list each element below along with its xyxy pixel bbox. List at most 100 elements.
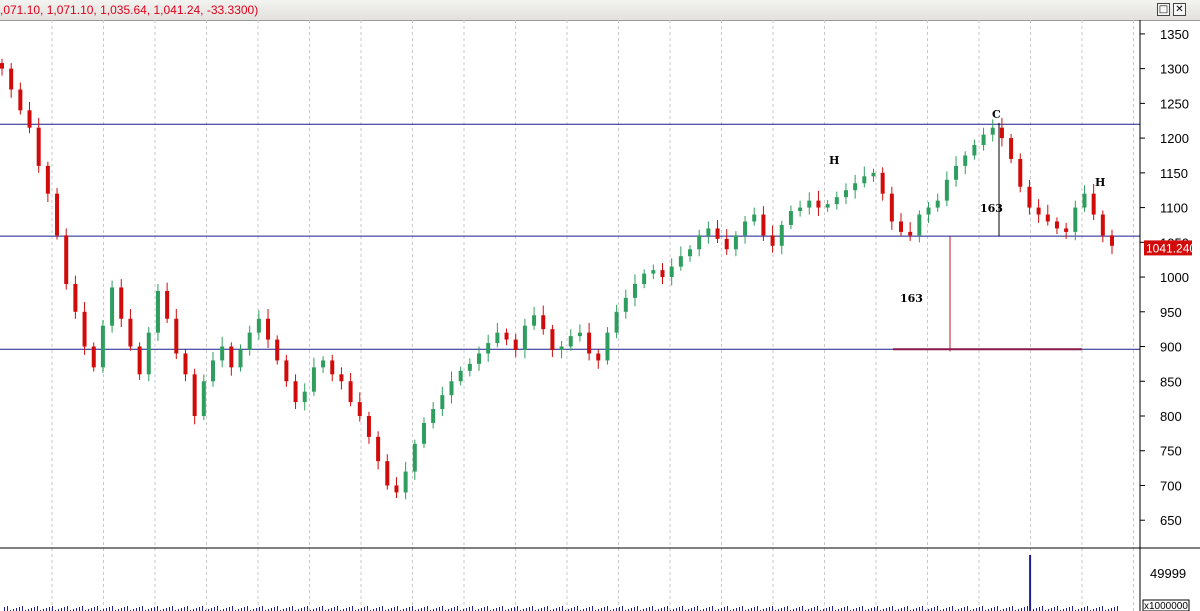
- volume-bar: [1078, 609, 1079, 611]
- volume-bar: [976, 608, 977, 611]
- candle-body: [366, 416, 371, 437]
- volume-bar: [43, 609, 44, 611]
- volume-bar: [1018, 609, 1019, 611]
- restore-button[interactable]: □: [1157, 3, 1170, 16]
- candle-body: [963, 155, 968, 166]
- volume-bar: [1108, 609, 1109, 611]
- volume-bar: [424, 607, 425, 611]
- candle-body: [275, 339, 280, 361]
- volume-bar: [676, 608, 677, 611]
- candle-body: [954, 165, 959, 180]
- volume-bar: [718, 609, 719, 611]
- candle-body: [201, 381, 206, 416]
- candle-body: [421, 422, 426, 444]
- volume-bar: [814, 607, 815, 611]
- volume-bar: [919, 607, 920, 611]
- y-tick-label: 1200: [1160, 131, 1189, 146]
- volume-bar: [403, 609, 404, 611]
- volume-bar: [1063, 609, 1064, 611]
- volume-bar: [1051, 608, 1052, 611]
- candle-body: [532, 315, 537, 326]
- candle-body: [210, 360, 215, 382]
- volume-bar: [487, 606, 488, 611]
- candle-body: [174, 318, 179, 354]
- candle-body: [871, 172, 876, 177]
- volume-bar: [367, 606, 368, 611]
- volume-bar: [409, 607, 410, 611]
- volume-bar: [127, 606, 128, 611]
- volume-bar: [193, 609, 194, 611]
- candle-body: [486, 343, 491, 354]
- volume-bar: [877, 606, 878, 611]
- candle-body: [348, 381, 353, 403]
- volume-bar: [484, 607, 485, 611]
- volume-bar: [886, 608, 887, 611]
- h-left-label: H: [829, 154, 839, 167]
- volume-bar: [238, 609, 239, 611]
- volume-bar: [376, 608, 377, 611]
- volume-bar: [58, 609, 59, 611]
- volume-tick-label: 49999: [1150, 566, 1186, 581]
- close-button[interactable]: ✕: [1173, 3, 1186, 16]
- y-tick-label: 1350: [1160, 27, 1189, 42]
- range-lower-label: 163: [900, 292, 923, 305]
- candle-body: [165, 290, 170, 319]
- candle-body: [220, 346, 225, 361]
- volume-bar: [391, 608, 392, 611]
- volume-bar: [292, 606, 293, 611]
- volume-bar: [616, 608, 617, 611]
- volume-bar: [172, 606, 173, 611]
- volume-bar: [847, 606, 848, 611]
- volume-bar: [346, 608, 347, 611]
- volume-bar: [1024, 607, 1025, 611]
- candle-body: [238, 350, 243, 368]
- volume-bar: [754, 607, 755, 611]
- candle-body: [9, 68, 14, 90]
- volume-bar: [106, 608, 107, 611]
- price-chart[interactable]: C H H 163 163 650 700 750 800 850 900 950 1000 1…: [0, 20, 1200, 611]
- volume-bar: [634, 607, 635, 611]
- volume-bar: [298, 609, 299, 611]
- volume-bar: [526, 608, 527, 611]
- volume-bar: [517, 606, 518, 611]
- candle-body: [825, 204, 830, 208]
- volume-bar: [262, 606, 263, 611]
- volume-bar: [1087, 606, 1088, 611]
- volume-bar: [457, 606, 458, 611]
- volume-bar: [742, 606, 743, 611]
- range-upper-label: 163: [980, 202, 1003, 215]
- volume-bar: [697, 606, 698, 611]
- price-badge-bg: [1144, 240, 1192, 256]
- candle-body: [449, 381, 454, 396]
- volume-bar: [199, 607, 200, 611]
- volume-bar: [799, 607, 800, 611]
- volume-bar: [1102, 606, 1103, 611]
- candle-body: [330, 360, 335, 375]
- volume-bar: [931, 608, 932, 611]
- volume-bar: [529, 607, 530, 611]
- volume-bar: [841, 608, 842, 611]
- candle-body: [18, 89, 23, 111]
- volume-bar: [181, 608, 182, 611]
- volume-bar: [547, 606, 548, 611]
- volume-bar: [691, 608, 692, 611]
- volume-bar: [163, 609, 164, 611]
- volume-bar: [13, 609, 14, 611]
- volume-bar: [544, 607, 545, 611]
- candle-body: [706, 228, 711, 236]
- volume-bar: [793, 609, 794, 611]
- volume-bar: [928, 609, 929, 611]
- candle-body: [926, 207, 931, 215]
- volume-bar: [604, 607, 605, 611]
- volume-bar: [94, 607, 95, 611]
- candle-body: [779, 224, 784, 246]
- volume-bar: [661, 608, 662, 611]
- volume-bar: [34, 607, 35, 611]
- volume-bar: [739, 607, 740, 611]
- volume-bar: [373, 609, 374, 611]
- volume-bar: [973, 609, 974, 611]
- candle-body: [981, 134, 986, 146]
- volume-bar: [316, 608, 317, 611]
- volume-bar: [637, 606, 638, 611]
- volume-bar: [313, 609, 314, 611]
